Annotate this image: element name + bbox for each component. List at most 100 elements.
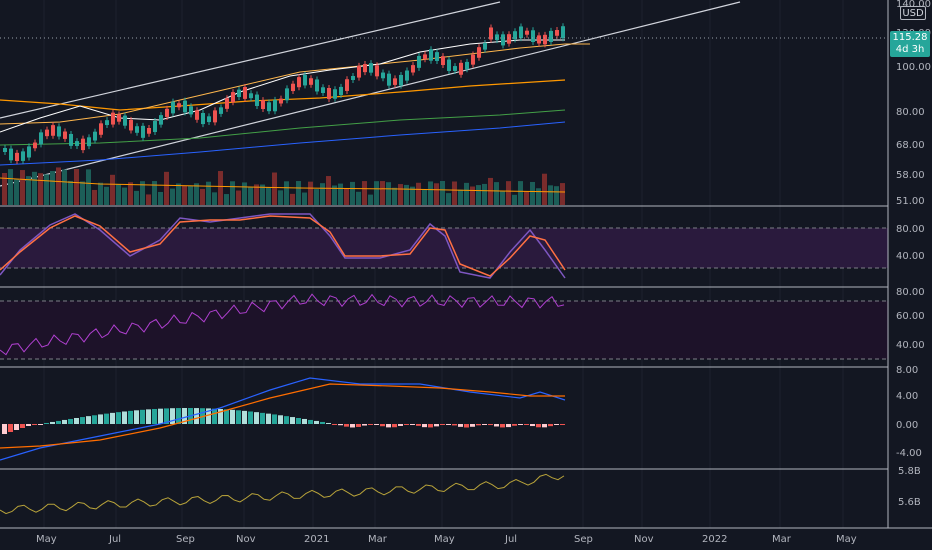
macd-histogram-bar — [56, 420, 61, 424]
volume-bar — [326, 176, 331, 205]
macd-histogram-bar — [68, 418, 73, 424]
macd-histogram-bar — [170, 408, 175, 424]
volume-bar — [80, 181, 85, 205]
candle-body — [57, 126, 61, 137]
macd-histogram-bar — [290, 417, 295, 424]
price-pane[interactable] — [0, 1, 888, 205]
macd-histogram-bar — [140, 409, 145, 424]
volume-bar — [482, 183, 487, 205]
candle-body — [87, 137, 91, 147]
time-axis-label: Nov — [634, 534, 654, 545]
volume-bar — [308, 181, 313, 205]
candle-body — [441, 56, 445, 66]
macd-signal-line — [0, 383, 565, 449]
volume-bar — [260, 184, 265, 205]
macd-histogram-bar — [254, 412, 259, 424]
stoch-axis[interactable]: 80.00 40.00 — [896, 224, 925, 262]
candle-body — [513, 31, 517, 40]
volume-bar — [464, 182, 469, 205]
macd-histogram-bar — [176, 408, 181, 424]
volume-bar — [398, 184, 403, 205]
stochastic-pane[interactable] — [0, 213, 888, 279]
volume-bar — [2, 173, 7, 205]
macd-histogram-bar — [194, 408, 199, 424]
macd-pane[interactable] — [0, 377, 566, 461]
candle-body — [135, 126, 139, 133]
obv-pane[interactable] — [0, 473, 565, 515]
price-axis-label: 51.00 — [896, 196, 925, 207]
candle-body — [531, 30, 535, 42]
macd-histogram-bar — [374, 424, 379, 425]
macd-histogram-bar — [404, 424, 409, 425]
macd-histogram-bar — [362, 424, 367, 426]
macd-histogram-bar — [452, 424, 457, 426]
volume-bar — [14, 179, 19, 205]
candle-body — [303, 74, 307, 86]
candle-body — [225, 98, 229, 109]
candle-body — [483, 43, 487, 50]
volume-bar — [524, 191, 529, 205]
macd-histogram-bar — [482, 424, 487, 425]
volume-bar — [62, 169, 67, 205]
candle-body — [81, 138, 85, 151]
time-axis-label: Nov — [236, 534, 256, 545]
macd-histogram-bar — [158, 408, 163, 424]
candle-body — [405, 70, 409, 81]
volume-bar — [8, 169, 13, 205]
price-axis-label: 58.00 — [896, 170, 925, 181]
candle-body — [339, 86, 343, 96]
volume-bar — [386, 182, 391, 205]
macd-histogram-bar — [146, 409, 151, 424]
candle-body — [243, 86, 247, 99]
volume-bar — [152, 181, 157, 205]
volume-bar — [374, 181, 379, 205]
macd-histogram-bar — [50, 421, 55, 424]
rsi-pane[interactable] — [0, 293, 888, 360]
volume-bar — [500, 191, 505, 205]
macd-histogram-bar — [74, 417, 79, 424]
volume-bar — [146, 194, 151, 205]
volume-bar — [470, 186, 475, 205]
volume-bar — [194, 183, 199, 205]
candle-body — [315, 79, 319, 92]
macd-histogram — [2, 408, 565, 434]
macd-histogram-bar — [464, 424, 469, 428]
candle-body — [375, 65, 379, 77]
macd-histogram-bar — [518, 424, 523, 425]
currency-badge[interactable]: USD — [900, 6, 926, 20]
obv-axis[interactable]: 5.8B 5.6B — [898, 466, 921, 508]
macd-histogram-bar — [476, 424, 481, 426]
macd-histogram-bar — [392, 424, 397, 428]
macd-histogram-bar — [542, 424, 547, 428]
volume-bar — [494, 182, 499, 205]
candle-body — [63, 131, 67, 139]
volume-bar — [110, 174, 115, 205]
rsi-axis[interactable]: 80.00 60.00 40.00 — [896, 287, 925, 351]
macd-axis[interactable]: 8.00 4.00 0.00 -4.00 — [896, 365, 922, 459]
volume-bar — [158, 191, 163, 205]
candle-body — [141, 125, 145, 138]
candle-body — [159, 115, 163, 125]
macd-histogram-bar — [302, 418, 307, 424]
macd-histogram-bar — [338, 424, 343, 426]
macd-histogram-bar — [422, 424, 427, 428]
candle-body — [345, 79, 349, 91]
candle-body — [495, 34, 499, 41]
volume-bar — [140, 181, 145, 205]
candle-body — [177, 103, 181, 108]
volume-bar — [422, 189, 427, 205]
macd-histogram-bar — [446, 424, 451, 425]
candle-body — [279, 98, 283, 104]
macd-histogram-bar — [470, 424, 475, 427]
volume-bar — [560, 183, 565, 205]
candle-body — [105, 120, 109, 126]
macd-histogram-bar — [230, 409, 235, 424]
macd-histogram-bar — [32, 424, 37, 425]
macd-histogram-bar — [236, 410, 241, 424]
time-axis[interactable]: May Jul Sep Nov 2021 Mar May Jul Sep Nov… — [36, 534, 857, 545]
price-axis-label: 68.00 — [896, 140, 925, 151]
volume-bar — [224, 194, 229, 205]
macd-histogram-bar — [104, 413, 109, 424]
macd-histogram-bar — [212, 408, 217, 424]
